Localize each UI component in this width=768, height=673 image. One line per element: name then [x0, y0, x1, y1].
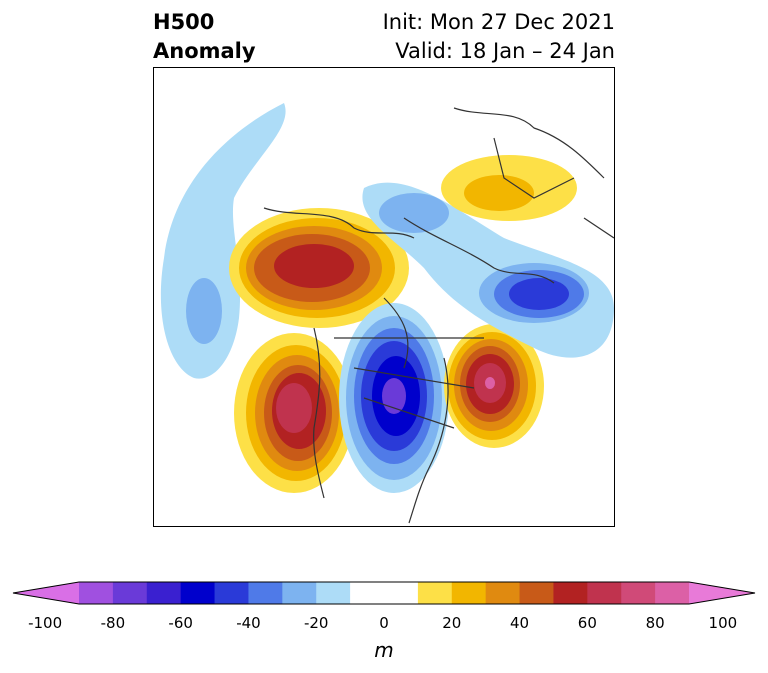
colorbar-segment — [384, 582, 419, 604]
map-title-right: Init: Mon 27 Dec 2021 Valid: 18 Jan – 24… — [383, 8, 615, 66]
colorbar-segment — [553, 582, 588, 604]
colorbar-tick-label: -20 — [303, 614, 329, 632]
colorbar-tick-label: 80 — [645, 614, 665, 632]
colorbar-segment — [350, 582, 385, 604]
colorbar-outline — [12, 581, 756, 605]
colorbar-segment — [587, 582, 622, 604]
colorbar-segment — [79, 582, 114, 604]
colorbar-segment — [451, 582, 487, 604]
anomaly-map — [160, 103, 614, 524]
colorbar-tick-label: 20 — [442, 614, 462, 632]
colorbar — [10, 580, 758, 616]
colorbar-segment — [316, 582, 351, 604]
colorbar-tick-label: -60 — [168, 614, 193, 632]
positive-anomaly-west — [234, 333, 354, 493]
colorbar-segment — [621, 582, 656, 604]
colorbar-segment — [655, 582, 690, 604]
units-label: m — [374, 638, 394, 662]
init-date-label: Init: Mon 27 Dec 2021 — [382, 10, 615, 34]
colorbar-extend-max — [689, 582, 755, 604]
colorbar-tick-label: -40 — [236, 614, 261, 632]
map-panel — [153, 67, 615, 527]
colorbar-segment — [282, 582, 317, 604]
colorbar-tick-label: -80 — [100, 614, 126, 632]
colorbar-tick-label: 0 — [379, 614, 389, 632]
positive-anomaly-atlantic — [444, 324, 544, 448]
positive-anomaly-arctic — [441, 155, 577, 221]
positive-anomaly-north — [229, 208, 409, 328]
colorbar-segment — [485, 582, 521, 604]
colorbar-tick-label: 100 — [708, 614, 738, 632]
colorbar-segment — [214, 582, 249, 604]
colorbar-segment — [180, 582, 216, 604]
valid-date-label: Valid: 18 Jan – 24 Jan — [395, 39, 615, 63]
colorbar-segment — [112, 582, 148, 604]
colorbar-segment — [146, 582, 182, 604]
coastlines — [263, 107, 614, 524]
colorbar-segment — [248, 582, 283, 604]
variable-label: H500 — [153, 10, 215, 34]
colorbar-svg — [12, 581, 756, 605]
colorbar-segment — [417, 582, 453, 604]
colorbar-extend-min — [13, 582, 79, 604]
negative-anomaly-central — [339, 303, 449, 493]
colorbar-tick-label: 40 — [510, 614, 530, 632]
negative-anomaly-pacific — [160, 103, 286, 379]
colorbar-segment — [519, 582, 554, 604]
negative-anomaly-eurasia — [362, 182, 614, 358]
map-title-left: H500 Anomaly — [153, 8, 256, 66]
colorbar-tick-label: 60 — [577, 614, 597, 632]
anomaly-label: Anomaly — [153, 39, 256, 63]
colorbar-tick-label: -100 — [28, 614, 63, 632]
